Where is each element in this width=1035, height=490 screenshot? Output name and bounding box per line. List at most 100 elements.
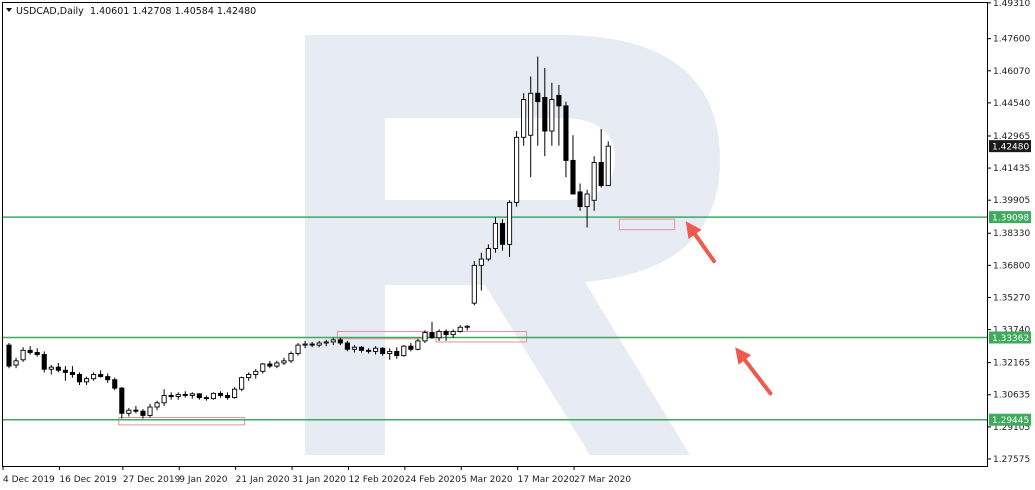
candle [373, 346, 379, 355]
candle [246, 372, 252, 381]
arrow-shaft [693, 232, 716, 264]
candle [48, 365, 54, 375]
candle [387, 348, 393, 360]
zone-box [618, 218, 676, 231]
candle-body [210, 392, 217, 400]
candle [147, 403, 153, 418]
candle [443, 329, 449, 341]
candle-body [91, 374, 97, 380]
candle-body [309, 343, 315, 346]
candle-body [232, 388, 238, 399]
watermark-logo [305, 35, 720, 455]
candle [83, 376, 90, 385]
candle-body [450, 331, 456, 336]
candle [182, 391, 188, 398]
candle-body [182, 393, 188, 396]
candle [528, 76, 534, 178]
level-badge-bg [989, 331, 1031, 344]
candle [450, 329, 456, 338]
candle [563, 101, 569, 178]
candle [309, 341, 315, 348]
candle-body [112, 379, 118, 389]
arrow-head [735, 347, 752, 365]
candle-body [457, 326, 463, 332]
y-tick-label: 1.35270 [993, 293, 1030, 303]
price-badges: 1.39098 1.33362 1.29445 1.42480 [989, 140, 1031, 426]
dropdown-triangle-icon[interactable] [6, 8, 12, 12]
candle [281, 357, 287, 366]
candle [140, 409, 146, 419]
candle [591, 156, 597, 211]
candle [224, 392, 231, 400]
watermark-r-shape [305, 35, 720, 455]
candle-body [69, 371, 75, 375]
candle-body [20, 349, 26, 361]
candle [20, 347, 26, 362]
candle [76, 372, 83, 385]
candle [196, 393, 202, 400]
candle [351, 345, 358, 353]
candle-body [485, 248, 491, 260]
candle-body [337, 339, 343, 344]
candle-body [471, 264, 477, 304]
candle-body [387, 350, 393, 354]
x-tick-label: 4 Dec 2019 [3, 475, 55, 485]
level-badge-text: 1.29445 [992, 416, 1029, 426]
candle-body [62, 369, 68, 373]
candle-body [542, 96, 548, 132]
candle-body [147, 406, 153, 416]
candle [175, 392, 181, 400]
y-tick-label: 1.36800 [993, 261, 1030, 271]
candle-body [175, 393, 181, 397]
y-tick-label: 1.29105 [993, 423, 1030, 433]
candle-body [140, 410, 146, 416]
candle-body [429, 332, 435, 339]
candle-body [41, 354, 47, 370]
candles [6, 56, 611, 419]
candle-body [239, 377, 245, 390]
candle-body [168, 395, 174, 397]
candle [464, 325, 470, 331]
y-tick-label: 1.33740 [993, 326, 1030, 336]
candle-body [13, 360, 19, 366]
candle-body [224, 395, 231, 399]
candle [105, 373, 111, 383]
candle [112, 377, 118, 391]
candle [62, 366, 68, 381]
candle-body [344, 342, 350, 350]
candle [260, 362, 266, 374]
candle-body [464, 325, 470, 328]
candle-body [605, 145, 611, 187]
candle-body [408, 345, 414, 350]
candle [91, 372, 97, 381]
x-tick-label: 27 Dec 2019 [123, 475, 181, 485]
candle-body [217, 392, 224, 396]
y-tick-label: 1.27575 [993, 455, 1030, 465]
candle-body [591, 162, 597, 201]
zone-boxes [118, 218, 676, 426]
candle [358, 346, 365, 353]
y-tick-label: 1.30635 [993, 391, 1030, 401]
symbol-label: USDCAD,Daily [16, 6, 84, 17]
candle [316, 340, 322, 348]
candle-body [556, 94, 562, 107]
candle-body [55, 366, 61, 371]
candle [337, 337, 343, 346]
y-tick-label: 1.42965 [993, 132, 1030, 142]
candle [232, 387, 238, 399]
candle-body [76, 374, 83, 383]
candle-body [549, 99, 555, 132]
candle-body [295, 344, 301, 354]
annotation-arrows [685, 221, 773, 396]
candle [119, 387, 125, 419]
candle [380, 347, 386, 356]
candle [34, 348, 40, 357]
candle [253, 369, 259, 379]
candle-body [330, 339, 336, 343]
candle [584, 189, 590, 228]
candle-body [507, 201, 513, 245]
candle-body [267, 363, 273, 367]
level-badge-bg [989, 413, 1031, 426]
candle-body [281, 360, 287, 364]
